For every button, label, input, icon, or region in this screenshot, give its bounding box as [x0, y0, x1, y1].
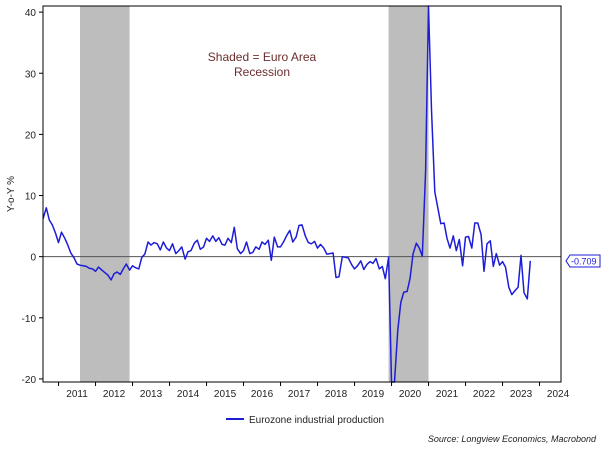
annotation-line-2: Recession	[234, 65, 290, 79]
x-tick-label: 2019	[362, 389, 385, 400]
y-axis-label: Y-o-Y %	[6, 176, 17, 212]
source-note: Source: Longview Economics, Macrobond	[428, 434, 597, 444]
x-tick-label: 2014	[177, 389, 200, 400]
annotation-line-1: Shaded = Euro Area	[208, 50, 317, 64]
x-tick-label: 2023	[510, 389, 533, 400]
recession-shading	[80, 6, 429, 382]
y-tick-label: 0	[30, 253, 36, 264]
x-axis: 2011 2012 2013 2014 2015 2016 2017 2018 2019 2020…	[58, 382, 570, 400]
legend: Eurozone industrial production	[226, 415, 384, 426]
end-value-callout: -0.709	[565, 254, 601, 268]
y-tick-label: -10	[22, 314, 37, 325]
series-layer	[42, 5, 532, 383]
y-tick-label: 30	[25, 69, 37, 80]
x-tick-label: 2024	[547, 389, 570, 400]
recession-band-2	[388, 6, 429, 382]
y-tick-label: 10	[25, 192, 37, 203]
y-tick-label: 40	[25, 8, 37, 19]
x-tick-label: 2013	[140, 389, 163, 400]
recession-band-1	[80, 6, 130, 382]
y-tick-label: -20	[22, 375, 37, 386]
x-tick-label: 2012	[103, 389, 126, 400]
x-tick-label: 2016	[251, 389, 274, 400]
x-tick-label: 2011	[66, 389, 88, 400]
x-tick-label: 2021	[436, 389, 459, 400]
end-value-label: -0.709	[571, 256, 597, 266]
x-tick-label: 2017	[288, 389, 311, 400]
x-tick-label: 2018	[325, 389, 348, 400]
x-tick-label: 2015	[214, 389, 237, 400]
end-value-callout-box	[565, 254, 601, 268]
x-tick-label: 2022	[473, 389, 496, 400]
legend-label: Eurozone industrial production	[249, 415, 384, 426]
y-axis: 40 30 20 10 0 -10 -20	[22, 8, 43, 386]
y-tick-label: 20	[25, 130, 37, 141]
x-tick-label: 2020	[399, 389, 422, 400]
plot-area-border	[42, 5, 562, 383]
series-line-1	[42, 5, 532, 383]
